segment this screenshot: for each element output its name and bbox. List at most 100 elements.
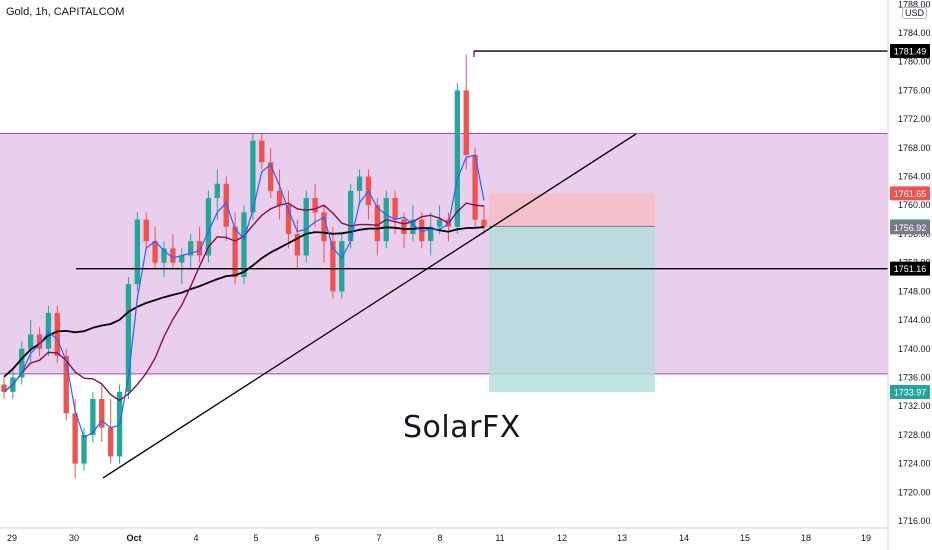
candle-body <box>330 241 336 292</box>
time-tick-label: 18 <box>801 533 811 543</box>
candle-body <box>374 205 380 242</box>
candle-body <box>99 399 105 428</box>
time-tick-label: 6 <box>314 533 319 543</box>
candle-body <box>232 226 238 277</box>
take-profit-zone <box>489 226 655 393</box>
candle-body <box>401 219 407 234</box>
candle-body <box>268 162 274 191</box>
candle-body <box>54 312 60 356</box>
price-tick-label: 1744.00 <box>898 315 931 325</box>
price-label-text: 1756.92 <box>894 223 927 233</box>
price-label-text: 1761.65 <box>894 189 927 199</box>
time-tick-label: 14 <box>679 533 689 543</box>
price-tick-label: 1760.00 <box>898 200 931 210</box>
watermark: SolarFX <box>403 410 521 445</box>
candle-body <box>152 241 158 263</box>
candle-body <box>428 226 434 242</box>
candle-body <box>134 219 140 285</box>
candle-body <box>179 255 185 263</box>
time-tick-label: 11 <box>495 533 504 543</box>
time-tick-label: 30 <box>69 533 79 543</box>
time-tick-label: 12 <box>557 533 567 543</box>
price-tick-label: 1776.00 <box>898 85 931 95</box>
price-label-text: 1733.97 <box>894 388 927 398</box>
candle-body <box>454 90 460 227</box>
price-tick-label: 1720.00 <box>898 487 931 497</box>
candle-body <box>303 198 309 256</box>
time-tick-label: 8 <box>437 533 442 543</box>
price-label-box <box>890 385 930 400</box>
candle-body <box>161 248 167 263</box>
candle-body <box>436 219 443 227</box>
candle-body <box>63 355 69 414</box>
price-tick-label: 1764.00 <box>898 172 931 182</box>
candle-body <box>356 176 363 191</box>
candle-body <box>312 198 318 213</box>
stop-loss-zone <box>489 193 655 227</box>
candle-body <box>188 241 194 256</box>
currency-badge[interactable]: USD <box>902 7 928 19</box>
candle-body <box>348 190 354 242</box>
time-tick-label: 19 <box>861 533 871 543</box>
ma-mid-line <box>3 202 485 402</box>
price-tick-label: 1740.00 <box>898 344 931 354</box>
time-tick-label: 7 <box>376 533 381 543</box>
time-tick-label: 29 <box>7 533 17 543</box>
candle-body <box>241 212 247 277</box>
candle-body <box>472 155 478 220</box>
price-tick-label: 1780.00 <box>898 57 931 67</box>
time-tick-label: Oct <box>126 533 141 543</box>
candle-body <box>196 241 203 256</box>
candle-body <box>36 334 43 349</box>
candle-body <box>19 348 25 378</box>
ma-fast-line <box>3 154 485 439</box>
price-tick-label: 1784.00 <box>898 28 931 38</box>
candle-body <box>28 334 34 349</box>
candle-body <box>294 233 300 256</box>
candle-body <box>205 198 212 256</box>
price-tick-label: 1788.00 <box>898 0 931 9</box>
candle-body <box>72 413 78 464</box>
candle-body <box>45 312 52 349</box>
candle-body <box>276 190 283 206</box>
price-tick-label: 1768.00 <box>898 143 931 153</box>
price-tick-label: 1724.00 <box>898 459 931 469</box>
price-tick-label: 1732.00 <box>898 401 931 411</box>
price-tick-label: 1772.00 <box>898 114 931 124</box>
price-label-box <box>890 186 930 201</box>
candle-body <box>250 140 256 213</box>
range-zone <box>0 133 888 374</box>
price-tick-label: 1736.00 <box>898 372 931 382</box>
candle-body <box>410 219 416 234</box>
price-tick-label: 1748.00 <box>898 286 931 296</box>
chart-title: Gold, 1h, CAPITALCOM <box>6 6 125 18</box>
candle-body <box>214 183 220 199</box>
price-label-box <box>890 261 930 276</box>
candle-body <box>419 219 425 242</box>
time-tick-label: 5 <box>253 533 258 543</box>
price-tick-label: 1728.00 <box>898 430 931 440</box>
candle-body <box>321 212 327 242</box>
price-label-box <box>890 220 930 235</box>
candle-body <box>259 140 265 163</box>
candle-body <box>143 219 149 242</box>
candle-body <box>223 183 229 227</box>
candle-body <box>392 198 398 220</box>
price-label-text: 1781.49 <box>894 47 927 57</box>
candle-body <box>108 427 114 457</box>
candle-body <box>285 205 292 234</box>
price-label-box <box>890 44 930 59</box>
candle-body <box>1 384 7 392</box>
candle-body <box>339 241 345 292</box>
price-label-text: 1751.16 <box>894 264 927 274</box>
candle-body <box>125 284 132 392</box>
trend-line <box>102 133 637 479</box>
candle-body <box>81 434 87 464</box>
time-tick-label: 15 <box>740 533 750 543</box>
price-tick-label: 1716.00 <box>898 516 931 526</box>
candle-body <box>170 248 176 263</box>
candle-body <box>90 399 96 435</box>
time-tick-label: 4 <box>193 533 198 543</box>
